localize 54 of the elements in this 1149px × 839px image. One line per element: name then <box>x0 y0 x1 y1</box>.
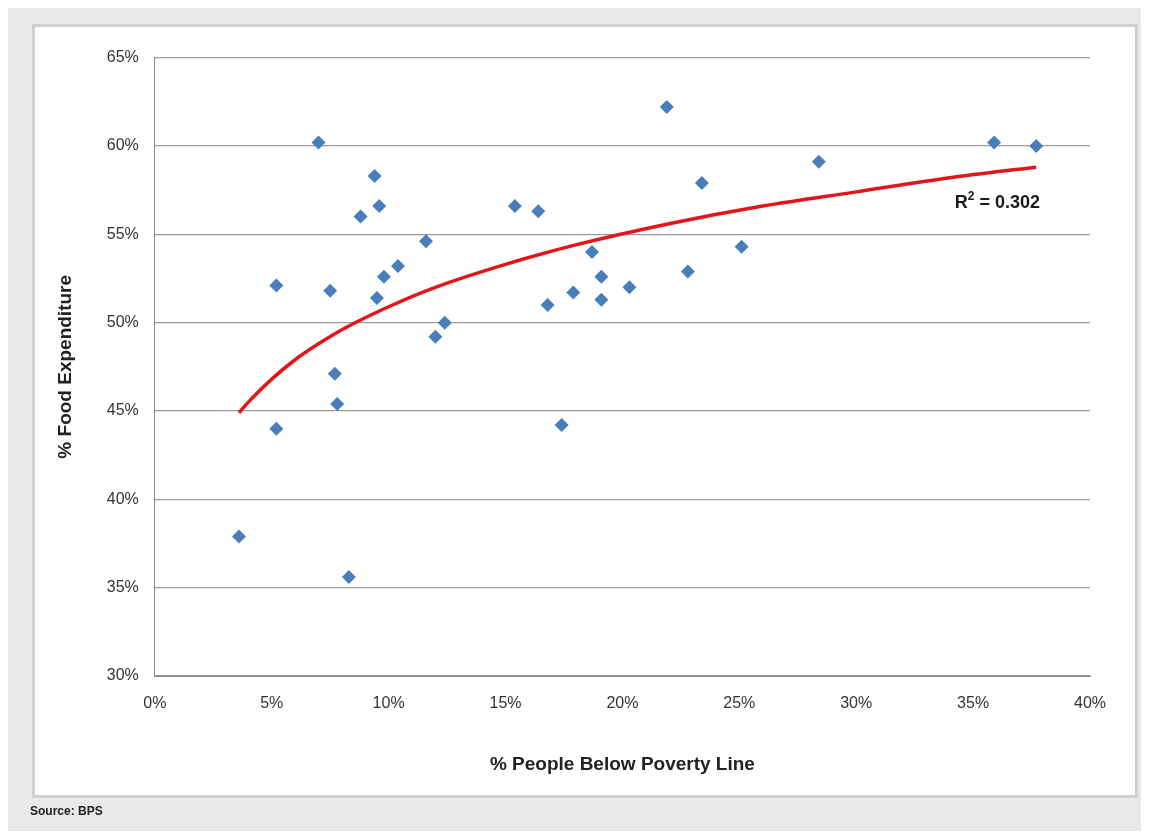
point <box>659 100 674 115</box>
line-series <box>237 165 1038 415</box>
point <box>390 259 405 274</box>
point <box>507 199 522 214</box>
x-tick-label: 20% <box>606 694 639 712</box>
point <box>269 421 284 436</box>
point <box>323 283 338 298</box>
x-tick-label: 40% <box>1073 694 1107 712</box>
y-tick-label: 35% <box>106 578 139 596</box>
point <box>376 269 391 284</box>
point <box>811 154 826 169</box>
point <box>594 292 609 307</box>
y-tick-label: 30% <box>106 666 139 684</box>
y-tick-label: 60% <box>106 136 139 154</box>
x-tick-label: 15% <box>489 694 522 712</box>
y-tick-label: 45% <box>106 401 139 419</box>
point <box>327 366 342 381</box>
point <box>372 199 387 214</box>
point <box>734 239 749 254</box>
point <box>428 329 443 344</box>
y-tick-label: 65% <box>106 48 139 66</box>
y-axis-title: % Food Expenditure <box>53 274 75 459</box>
point <box>269 278 284 293</box>
point <box>554 418 569 433</box>
point <box>330 396 345 411</box>
point <box>694 176 709 191</box>
point <box>566 285 581 300</box>
point <box>341 570 356 585</box>
x-tick-label: 5% <box>260 694 284 712</box>
point <box>594 269 609 284</box>
x-tick-label: 35% <box>957 694 990 712</box>
point <box>680 264 695 279</box>
y-tick-label: 55% <box>106 224 139 242</box>
y-tick-label: 50% <box>106 313 139 331</box>
point <box>369 290 384 305</box>
point <box>367 168 382 183</box>
x-tick-label: 10% <box>372 694 405 712</box>
y-tick-label: 40% <box>106 489 139 507</box>
x-axis-title: % People Below Poverty Line <box>489 752 755 774</box>
point <box>531 204 546 219</box>
point <box>353 209 368 224</box>
point <box>437 315 452 330</box>
x-tick-label: 0% <box>143 694 167 712</box>
point <box>585 244 600 259</box>
source-note: Source: BPS <box>30 804 103 818</box>
point <box>540 297 555 312</box>
point <box>622 280 637 295</box>
point <box>987 135 1002 150</box>
point <box>231 529 246 544</box>
point <box>419 234 434 249</box>
point <box>1029 138 1044 153</box>
x-tick-label: 30% <box>840 694 873 712</box>
point <box>311 135 326 150</box>
x-tick-label: 25% <box>723 694 756 712</box>
